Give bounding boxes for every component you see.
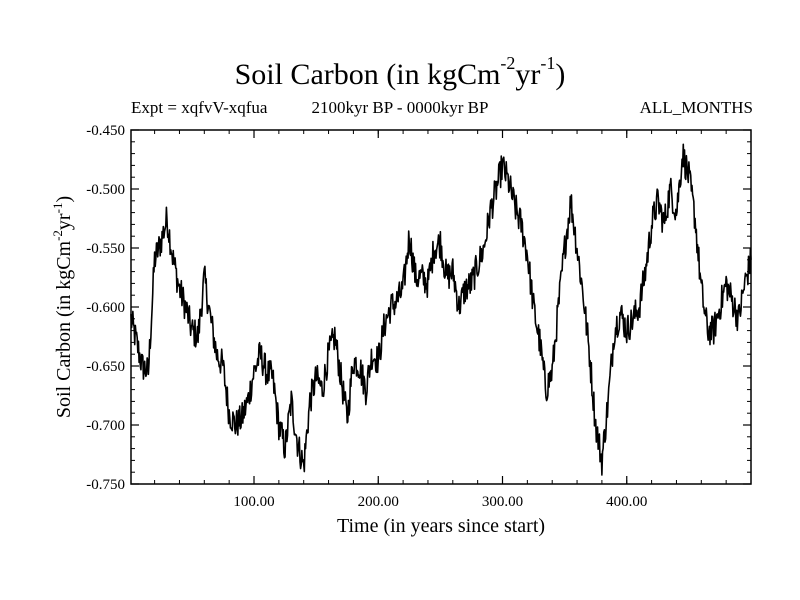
x-tick-label: 200.00 bbox=[358, 494, 399, 510]
axis-ticks bbox=[131, 129, 751, 485]
chart-title-end: ) bbox=[555, 58, 566, 91]
experiment-label: Expt = xqfvV-xqfua bbox=[131, 98, 268, 117]
chart-title-mid: yr bbox=[515, 58, 541, 91]
x-tick-label: 400.00 bbox=[606, 494, 647, 510]
chart-title-exponent-1: -2 bbox=[500, 53, 516, 73]
plot-frame bbox=[130, 129, 752, 485]
y-tick-label: -0.600 bbox=[86, 300, 125, 316]
plot-area bbox=[130, 143, 752, 476]
months-label: ALL_MONTHS bbox=[639, 98, 753, 117]
period-label: 2100kyr BP - 0000kyr BP bbox=[311, 98, 489, 117]
x-axis-label: Time (in years since start) bbox=[337, 515, 545, 537]
series-line-soil-carbon bbox=[130, 143, 752, 476]
x-tick-label: 100.00 bbox=[233, 494, 274, 510]
y-tick-label: -0.700 bbox=[86, 418, 125, 434]
y-axis-label: Soil Carbon (in kgCm-2yr-1) bbox=[50, 196, 75, 418]
y-tick-label: -0.550 bbox=[86, 241, 125, 257]
tick-labels: -0.450 -0.500 -0.550 -0.600 -0.650 -0.700 -0.7… bbox=[86, 123, 647, 510]
chart-title-exponent-2: -1 bbox=[540, 53, 556, 73]
chart-title: Soil Carbon (in kgCm-2yr-1) bbox=[0, 54, 800, 92]
y-tick-label: -0.450 bbox=[86, 123, 125, 139]
x-tick-label: 300.00 bbox=[482, 494, 523, 510]
y-tick-label: -0.500 bbox=[86, 182, 125, 198]
chart-title-main: Soil Carbon (in kgCm bbox=[234, 58, 501, 91]
y-tick-label: -0.650 bbox=[86, 359, 125, 375]
y-tick-label: -0.750 bbox=[86, 477, 125, 493]
